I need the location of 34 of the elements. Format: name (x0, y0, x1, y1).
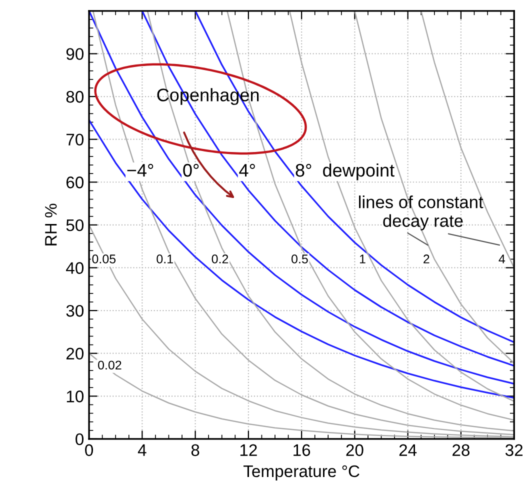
y-tick-label: 70 (66, 134, 84, 146)
series-label: 8° dewpoint (296, 163, 394, 180)
x-axis-title: Temperature °C (244, 465, 360, 480)
series-label: −4° (127, 164, 154, 177)
series-label: 0.2 (212, 254, 228, 264)
y-axis-title: RH % (45, 204, 57, 246)
y-tick-label: 80 (66, 90, 84, 103)
x-tick-label: 8 (191, 444, 200, 456)
x-tick-label: 24 (399, 444, 417, 456)
annotation: lines of constant decay rate (359, 196, 484, 230)
y-tick-label: 60 (66, 176, 84, 188)
series-label: 4 (498, 254, 506, 264)
series-label: 2 (424, 254, 430, 264)
series-label: 4° (239, 164, 255, 177)
x-tick-label: 16 (294, 444, 310, 456)
series-label: 0.02 (98, 360, 122, 370)
x-tick-label: 0 (85, 444, 94, 456)
x-tick-label: 28 (452, 444, 470, 456)
y-tick-label: 30 (66, 304, 84, 317)
y-tick-label: 10 (66, 390, 84, 402)
y-tick-label: 90 (66, 48, 84, 60)
y-tick-label: 50 (66, 219, 84, 232)
x-tick-label: 20 (346, 444, 364, 456)
y-tick-label: 20 (66, 348, 84, 360)
series-label: 1 (360, 254, 366, 264)
series-label: 0° (183, 164, 199, 177)
y-tick-label: 0 (76, 433, 84, 446)
series-label: 0.5 (292, 254, 308, 264)
x-tick-label: 32 (505, 444, 523, 456)
y-tick-label: 40 (66, 262, 84, 274)
series-label: 0.05 (92, 254, 116, 264)
x-tick-label: 4 (138, 444, 146, 456)
x-tick-label: 12 (240, 444, 257, 456)
series-label: 0.1 (156, 254, 173, 264)
